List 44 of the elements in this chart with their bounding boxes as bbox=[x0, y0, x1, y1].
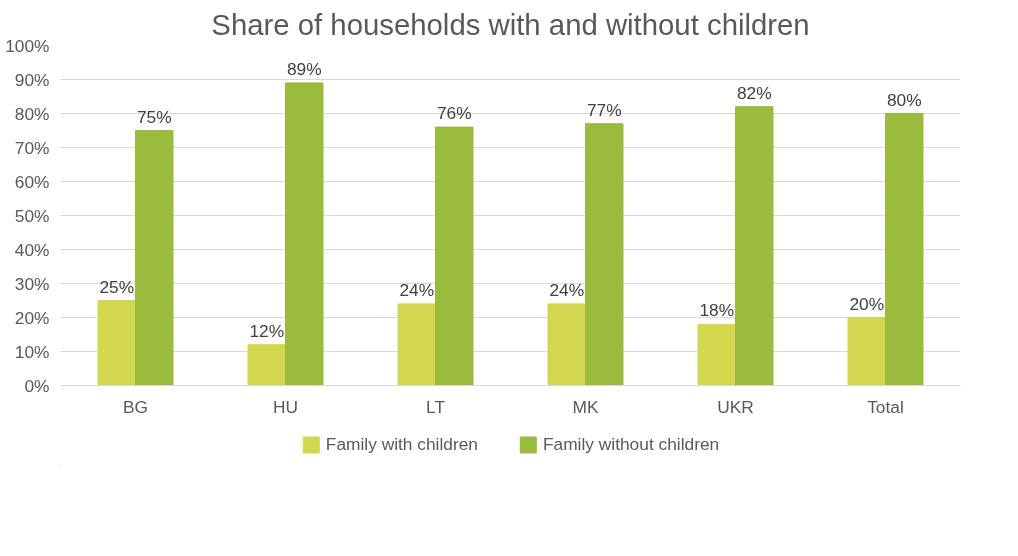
y-tick-label: 20% bbox=[14, 307, 50, 328]
bar bbox=[547, 303, 586, 386]
text: 76% bbox=[436, 103, 472, 124]
text: 12% bbox=[249, 320, 285, 341]
text: 24% bbox=[549, 279, 585, 300]
text: 80% bbox=[886, 89, 922, 110]
text: 89% bbox=[286, 58, 322, 79]
bar bbox=[735, 106, 774, 386]
x-tick-label: UKR bbox=[717, 396, 754, 417]
bar bbox=[397, 303, 436, 386]
legend-label: Family without children bbox=[542, 433, 720, 455]
y-tick-label: 30% bbox=[14, 273, 50, 294]
bar bbox=[697, 323, 736, 386]
x-tick-label: HU bbox=[272, 396, 299, 417]
y-tick-label: 0% bbox=[24, 375, 50, 396]
bar bbox=[97, 300, 136, 386]
y-tick-label: 90% bbox=[14, 69, 50, 90]
text: 75% bbox=[136, 106, 172, 127]
y-tick-label: 10% bbox=[14, 341, 50, 362]
bar bbox=[885, 113, 924, 386]
y-tick-label: 70% bbox=[14, 137, 50, 158]
chart-title: Share of households with and without children bbox=[211, 7, 810, 41]
bar bbox=[585, 123, 624, 386]
y-tick-label: 40% bbox=[14, 239, 50, 260]
y-tick-label: 50% bbox=[14, 205, 50, 226]
x-tick-label: BG bbox=[122, 396, 149, 417]
x-tick-label: Total bbox=[867, 396, 904, 417]
bar bbox=[435, 126, 474, 386]
bar bbox=[135, 130, 174, 386]
bar bbox=[285, 82, 324, 386]
y-tick-label: 60% bbox=[14, 171, 50, 192]
x-tick-label: LT bbox=[426, 396, 446, 417]
x-tick-label: MK bbox=[572, 396, 599, 417]
text: 24% bbox=[399, 279, 435, 300]
y-tick-label: 80% bbox=[14, 103, 50, 124]
y-tick-label: 100% bbox=[5, 35, 50, 56]
text: 20% bbox=[849, 293, 885, 314]
bar bbox=[247, 344, 286, 386]
bar bbox=[847, 317, 886, 386]
text: 25% bbox=[99, 276, 135, 297]
text: 77% bbox=[586, 99, 622, 120]
text: 18% bbox=[699, 300, 735, 321]
text: 82% bbox=[736, 82, 772, 103]
legend-label: Family with children bbox=[325, 433, 478, 455]
